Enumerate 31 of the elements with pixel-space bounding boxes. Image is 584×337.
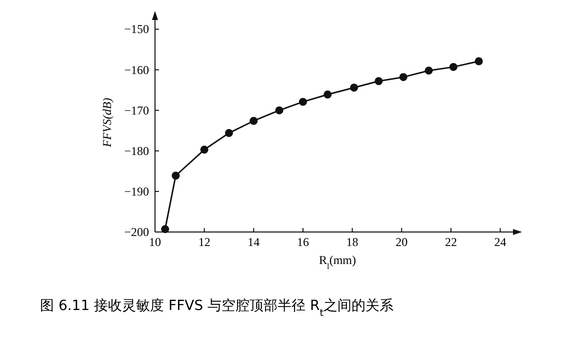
point (161, 225, 170, 234)
point (424, 66, 433, 75)
x-tick-label: 20 (396, 235, 408, 249)
point (374, 77, 383, 86)
point (399, 73, 408, 82)
point (200, 146, 208, 154)
x-tick-label: 16 (296, 235, 309, 249)
y-axis-title: FFVS(dB) (100, 98, 114, 148)
x-tick-label: 18 (346, 235, 358, 249)
y-tick-label: −170 (124, 103, 149, 118)
y-tick-label: −200 (124, 225, 149, 239)
x-tick-label: 22 (444, 235, 457, 249)
point (350, 84, 358, 92)
x-tick-label: 24 (494, 235, 506, 249)
x-tick-label: 12 (198, 235, 210, 249)
point (324, 90, 332, 99)
point (474, 57, 483, 66)
point (224, 129, 233, 138)
text: 图 6.11 接收灵敏度 FFVS 与空腔顶部半径 R$_{t}$之间的关系 (40, 298, 394, 318)
x-tick-label: 10 (149, 235, 161, 249)
y-tick-label: −180 (124, 144, 149, 158)
point (449, 62, 458, 71)
y-tick-label: −190 (124, 184, 149, 198)
point (250, 116, 258, 125)
x-tick-label: 14 (248, 235, 260, 249)
point (298, 98, 307, 106)
y-tick-label: −150 (124, 22, 149, 36)
y-tick-label: −160 (124, 62, 149, 77)
point (275, 106, 284, 114)
x-axis-title: R$_{l}$(mm) (318, 253, 356, 270)
point (172, 172, 180, 180)
